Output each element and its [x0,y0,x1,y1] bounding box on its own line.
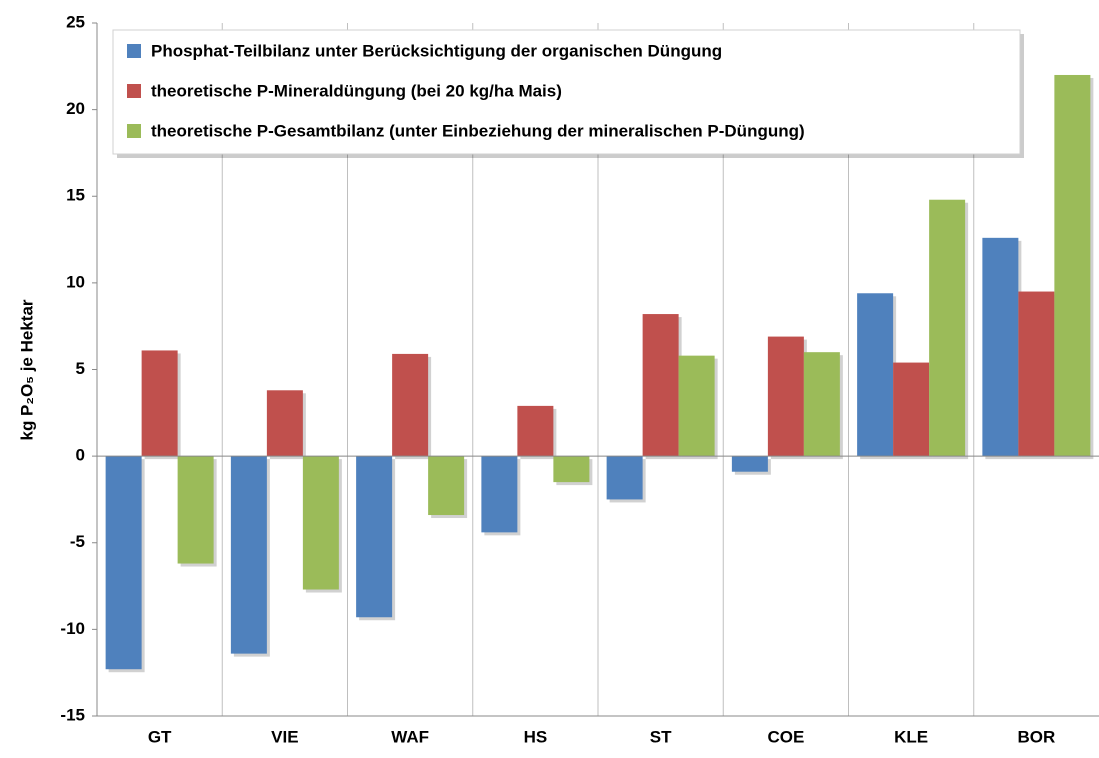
bar [356,456,393,618]
y-tick-label: 10 [66,272,85,291]
bar [105,456,142,670]
y-tick-label: 5 [76,359,85,378]
legend-label: theoretische P-Mineraldüngung (bei 20 kg… [151,81,562,100]
bar [392,353,429,457]
bar [177,456,214,564]
y-tick-label: 25 [66,12,85,31]
x-tick-label: HS [524,727,548,746]
y-tick-label: 20 [66,99,85,118]
bar [302,456,339,590]
legend-swatch [127,124,141,138]
legend-label: theoretische P-Gesamtbilanz (unter Einbe… [151,121,805,140]
y-tick-label: -5 [70,532,85,551]
bar [893,362,930,457]
bar [1018,291,1055,457]
bar [1054,74,1091,457]
x-tick-label: KLE [894,727,928,746]
bar [767,336,804,457]
legend-label: Phosphat-Teilbilanz unter Berücksichtigu… [151,41,722,60]
legend-swatch [127,84,141,98]
bar [678,355,715,457]
bar [803,352,840,457]
x-tick-label: COE [767,727,804,746]
x-tick-label: VIE [271,727,298,746]
bar [929,199,966,457]
y-tick-label: 15 [66,186,85,205]
bar [230,456,267,654]
bar [266,390,303,457]
bar [857,293,894,457]
x-tick-label: BOR [1017,727,1055,746]
x-tick-label: ST [650,727,672,746]
bar [553,456,590,483]
bar [141,350,178,457]
y-tick-label: -15 [60,705,85,724]
y-tick-label: 0 [76,446,85,465]
x-tick-label: WAF [391,727,429,746]
legend-swatch [127,44,141,58]
y-tick-label: -10 [60,619,85,638]
bar [642,314,679,457]
bar [428,456,465,516]
bar [517,405,554,457]
bar [606,456,643,500]
bar [731,456,768,472]
bar [982,237,1019,457]
legend [112,29,1021,155]
x-tick-label: GT [148,727,172,746]
y-axis-label: kg P₂O₅ je Hektar [17,299,36,440]
bar [481,456,518,533]
